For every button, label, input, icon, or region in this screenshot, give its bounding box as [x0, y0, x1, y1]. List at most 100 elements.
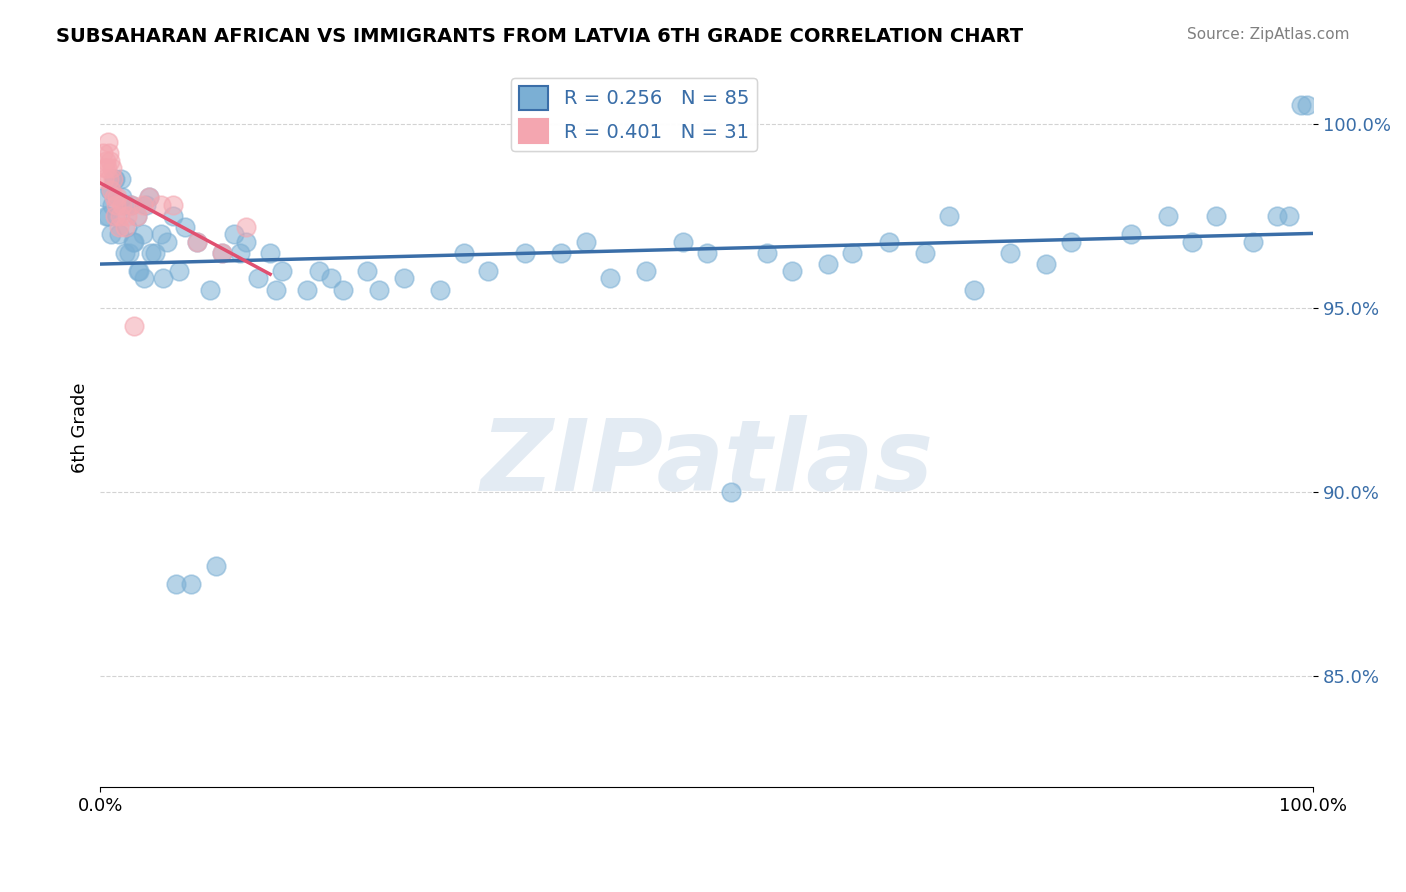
Point	[162, 209, 184, 223]
Point	[103, 190, 125, 204]
Point	[150, 198, 173, 212]
Point	[817, 257, 839, 271]
Point	[97, 135, 120, 149]
Point	[841, 245, 863, 260]
Point	[101, 172, 124, 186]
Point	[115, 209, 138, 223]
Point	[125, 209, 148, 223]
Point	[574, 235, 596, 249]
Point	[204, 558, 226, 573]
Point	[143, 245, 166, 260]
Point	[114, 198, 136, 212]
Point	[114, 245, 136, 260]
Point	[780, 264, 803, 278]
Point	[125, 209, 148, 223]
Point	[1289, 98, 1312, 112]
Legend: R = 0.256   N = 85, R = 0.401   N = 31: R = 0.256 N = 85, R = 0.401 N = 31	[512, 78, 756, 151]
Point	[97, 209, 120, 223]
Point	[222, 227, 245, 242]
Point	[513, 245, 536, 260]
Point	[93, 172, 115, 186]
Point	[98, 146, 121, 161]
Y-axis label: 6th Grade: 6th Grade	[72, 383, 89, 473]
Point	[877, 235, 900, 249]
Point	[100, 227, 122, 242]
Point	[96, 161, 118, 175]
Point	[211, 245, 233, 260]
Point	[1035, 257, 1057, 271]
Point	[319, 271, 342, 285]
Point	[1296, 98, 1319, 112]
Point	[1060, 235, 1083, 249]
Point	[156, 235, 179, 249]
Point	[756, 245, 779, 260]
Point	[111, 198, 134, 212]
Point	[104, 209, 127, 223]
Point	[114, 219, 136, 234]
Point	[671, 235, 693, 249]
Point	[368, 283, 391, 297]
Point	[162, 198, 184, 212]
Point	[108, 209, 131, 223]
Point	[132, 227, 155, 242]
Point	[141, 245, 163, 260]
Point	[107, 227, 129, 242]
Point	[165, 577, 187, 591]
Point	[229, 245, 252, 260]
Point	[124, 235, 146, 249]
Point	[720, 485, 742, 500]
Point	[914, 245, 936, 260]
Point	[120, 198, 142, 212]
Point	[120, 198, 142, 212]
Point	[128, 264, 150, 278]
Point	[115, 219, 138, 234]
Point	[110, 172, 132, 186]
Point	[1121, 227, 1143, 242]
Point	[453, 245, 475, 260]
Point	[96, 209, 118, 223]
Point	[247, 271, 270, 285]
Point	[118, 245, 141, 260]
Point	[94, 161, 117, 175]
Point	[392, 271, 415, 285]
Point	[308, 264, 330, 278]
Point	[271, 264, 294, 278]
Point	[132, 271, 155, 285]
Point	[550, 245, 572, 260]
Point	[235, 219, 257, 234]
Point	[91, 146, 114, 161]
Point	[356, 264, 378, 278]
Point	[122, 235, 145, 249]
Point	[1181, 235, 1204, 249]
Point	[211, 245, 233, 260]
Point	[332, 283, 354, 297]
Point	[135, 198, 157, 212]
Point	[132, 198, 155, 212]
Point	[636, 264, 658, 278]
Point	[1241, 235, 1264, 249]
Point	[1265, 209, 1288, 223]
Point	[938, 209, 960, 223]
Text: Source: ZipAtlas.com: Source: ZipAtlas.com	[1187, 27, 1350, 42]
Point	[1278, 209, 1301, 223]
Point	[138, 190, 160, 204]
Point	[104, 172, 127, 186]
Text: SUBSAHARAN AFRICAN VS IMMIGRANTS FROM LATVIA 6TH GRADE CORRELATION CHART: SUBSAHARAN AFRICAN VS IMMIGRANTS FROM LA…	[56, 27, 1024, 45]
Point	[963, 283, 986, 297]
Point	[167, 264, 190, 278]
Point	[107, 219, 129, 234]
Point	[696, 245, 718, 260]
Point	[1157, 209, 1180, 223]
Point	[198, 283, 221, 297]
Point	[235, 235, 257, 249]
Point	[1205, 209, 1227, 223]
Point	[138, 190, 160, 204]
Point	[152, 271, 174, 285]
Point	[186, 235, 208, 249]
Point	[429, 283, 451, 297]
Point	[124, 319, 146, 334]
Point	[93, 190, 115, 204]
Point	[295, 283, 318, 297]
Point	[150, 227, 173, 242]
Point	[998, 245, 1021, 260]
